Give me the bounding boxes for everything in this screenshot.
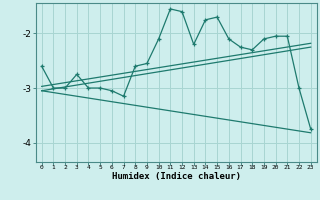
X-axis label: Humidex (Indice chaleur): Humidex (Indice chaleur)	[112, 172, 241, 181]
